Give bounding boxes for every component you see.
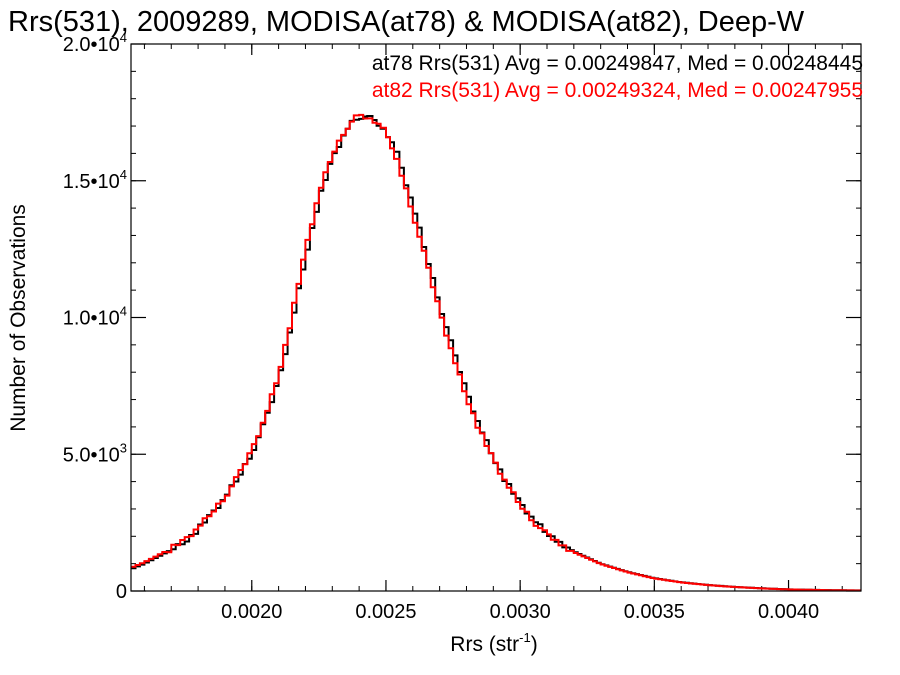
chart-title: Rrs(531), 2009289, MODISA(at78) & MODISA… <box>8 6 805 38</box>
y-axis-label: Number of Observations <box>7 204 30 432</box>
y-tick-label: 5.0•103 <box>63 440 127 466</box>
x-tick-label: 0.0020 <box>221 601 282 623</box>
y-axis-label-group: Number of Observations <box>7 204 30 432</box>
x-axis-label-exponent: -1 <box>519 630 531 645</box>
x-tick-label: 0.0040 <box>758 601 819 623</box>
y-tick-label: 0 <box>116 581 127 603</box>
x-tick-label: 0.0030 <box>490 601 551 623</box>
x-axis-label-main: Rrs (str <box>450 633 519 656</box>
x-axis-label: Rrs (str-1) <box>450 630 537 656</box>
data-series <box>131 113 861 592</box>
y-tick-label: 2.0•104 <box>63 30 127 56</box>
legend-entry-at78: at78 Rrs(531) Avg = 0.00249847, Med = 0.… <box>372 52 863 75</box>
x-tick-label: 0.0035 <box>624 601 685 623</box>
y-tick-label: 1.5•104 <box>63 167 127 193</box>
axis-ticks <box>131 43 861 592</box>
plot-frame <box>130 43 862 592</box>
x-tick-label: 0.0025 <box>355 601 416 623</box>
series-line-at82 <box>131 113 861 592</box>
legend-entry-at82: at82 Rrs(531) Avg = 0.00249324, Med = 0.… <box>372 79 863 102</box>
y-tick-label: 1.0•104 <box>63 304 127 330</box>
series-line-at78 <box>131 115 861 592</box>
x-axis-label-close: ) <box>531 633 538 656</box>
axis-tick-labels: 0.0020 0.0025 0.0030 0.0035 0.0040 0 5.0•103 1.… <box>63 30 819 623</box>
